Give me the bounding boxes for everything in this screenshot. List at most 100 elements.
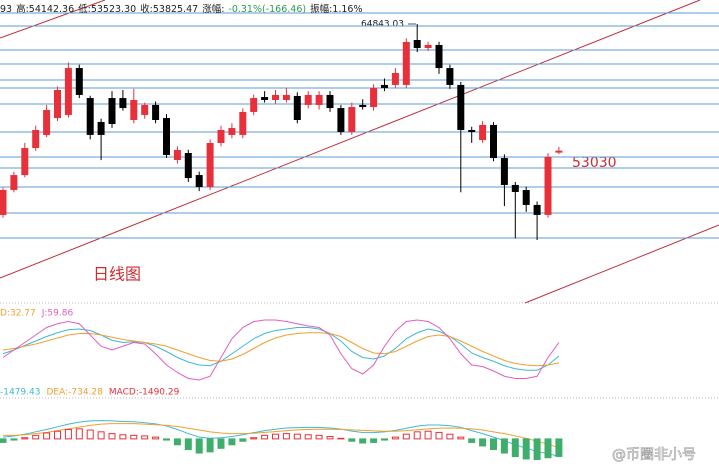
candle-body — [43, 110, 51, 135]
macd-bar — [402, 433, 410, 440]
high-annotation: 64843.03 — [361, 20, 404, 30]
candle-body — [468, 130, 476, 132]
macd-bar — [130, 434, 138, 440]
macd-bar — [86, 429, 94, 440]
macd-bar — [184, 438, 192, 450]
candle-body — [370, 88, 378, 108]
macd-bar — [32, 434, 40, 440]
candle-body — [381, 84, 388, 89]
macd-bar — [359, 438, 367, 444]
candle-body — [293, 95, 301, 120]
candle-body — [195, 175, 203, 188]
candle-body — [315, 94, 323, 105]
candle-body — [490, 124, 497, 159]
header-item: 低:53523.30 — [78, 4, 137, 15]
macd-bar — [108, 433, 116, 440]
macd-bar — [533, 438, 541, 461]
macd-bar — [500, 438, 508, 454]
macd-bar — [239, 438, 247, 442]
macd-bar — [424, 430, 432, 440]
macd-bar — [446, 433, 454, 440]
trend-line — [524, 224, 719, 304]
macd-bar — [206, 438, 214, 453]
macd-bar — [326, 436, 334, 440]
macd-bar — [21, 437, 29, 440]
candle-body — [119, 98, 127, 109]
macd-bar — [348, 438, 356, 442]
candle-body — [348, 107, 356, 132]
macd-bar — [522, 438, 530, 460]
price-annotation: 53030 — [572, 155, 617, 171]
candle-body — [141, 104, 149, 115]
candle-body — [75, 68, 83, 95]
watermark: @币圈非小号 — [612, 447, 696, 463]
candle-body — [424, 44, 432, 49]
trend-line — [0, 0, 701, 279]
header-item: -0.31%(-166.46) — [228, 4, 307, 15]
legend-item: J:59.86 — [41, 309, 74, 319]
macd-bar — [479, 438, 487, 447]
chart-label: 日线图 — [93, 265, 141, 284]
macd-bar — [152, 436, 160, 440]
macd-bar — [43, 432, 51, 440]
macd-bar — [293, 433, 301, 440]
candle-body — [413, 40, 421, 49]
candle-body — [32, 130, 40, 149]
candle-body — [173, 150, 181, 160]
header-item: 93 — [0, 4, 13, 15]
legend-item: DEA:-734.28 — [46, 388, 103, 398]
candle-body — [479, 124, 487, 140]
macd-bar — [413, 431, 421, 440]
trend-line — [0, 0, 106, 39]
macd-bar — [195, 438, 203, 454]
macd-bar — [370, 438, 378, 443]
candle-body — [522, 190, 530, 205]
macd-bar — [381, 438, 388, 441]
candle-body — [250, 98, 258, 112]
macd-bar — [544, 438, 552, 459]
candle-body — [402, 41, 410, 85]
candle-body — [511, 184, 519, 192]
macd-bar — [97, 431, 105, 440]
candle-body — [54, 90, 61, 119]
candle-body — [228, 128, 236, 135]
candle-body — [500, 158, 508, 185]
macd-bar — [250, 437, 258, 440]
candle-body — [86, 98, 94, 135]
candle-body — [108, 98, 116, 125]
macd-bar — [555, 438, 563, 457]
macd-bar — [228, 438, 236, 446]
macd-bar — [54, 430, 61, 440]
header-item: 高:54142.36 — [16, 4, 75, 15]
legend-item: D:32.77 — [0, 309, 36, 319]
macd-bar — [217, 438, 225, 449]
macd-bar — [282, 433, 290, 440]
macd-line — [3, 423, 560, 449]
macd-bar — [261, 434, 269, 440]
macd-bar — [304, 434, 312, 440]
candle-body — [64, 68, 72, 115]
candle-body — [184, 152, 192, 179]
candle-body — [457, 84, 465, 130]
candle-body — [326, 94, 334, 109]
legend-item: MACD:-1490.29 — [109, 388, 180, 398]
candle-body — [533, 204, 541, 215]
candle-body — [152, 104, 160, 120]
macd-bar — [141, 435, 149, 440]
macd-bar — [272, 433, 279, 440]
macd-bar — [10, 438, 18, 441]
candle-body — [206, 142, 214, 188]
indicator-line — [2, 319, 560, 381]
macd-bar — [0, 438, 7, 443]
macd-bar — [457, 436, 465, 440]
candle-body — [10, 175, 18, 190]
macd-bar — [337, 437, 345, 440]
candle-body — [163, 118, 170, 155]
candle-body — [391, 72, 399, 85]
macd-bar — [468, 438, 476, 443]
macd-bar — [119, 434, 127, 440]
legend-item: -1479.43 — [0, 388, 40, 398]
candle-body — [0, 190, 7, 215]
